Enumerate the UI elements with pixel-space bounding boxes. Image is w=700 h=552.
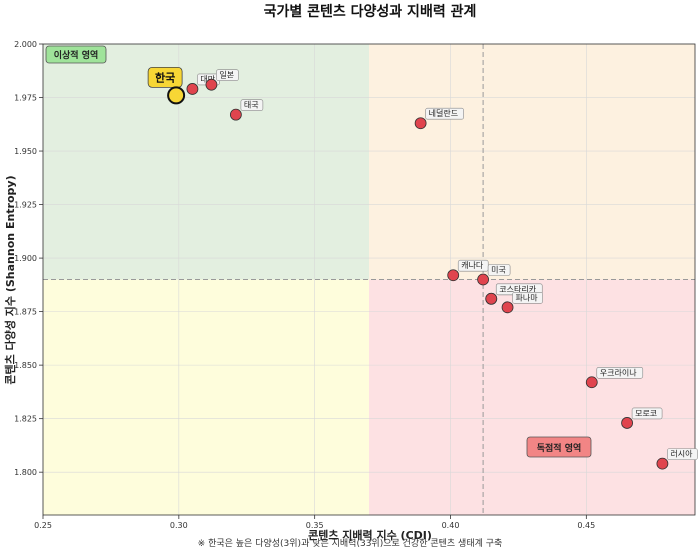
point-label: 네덜란드 — [425, 107, 464, 120]
point-label-box — [512, 292, 543, 304]
y-tick-label: 1.900 — [14, 254, 37, 263]
point-label-box — [667, 448, 698, 460]
chart-caption: ※ 한국은 높은 다양성(3위)과 낮은 지배력(33위)으로 건강한 콘텐츠 … — [198, 537, 503, 549]
y-tick-label: 1.800 — [14, 468, 37, 477]
x-tick-label: 0.35 — [306, 521, 324, 530]
point-label-text: 일본 — [219, 71, 234, 80]
point-label-box — [425, 107, 464, 120]
region-top-right — [369, 44, 695, 280]
data-point — [585, 376, 598, 389]
point-label-text: 파나마 — [516, 293, 539, 302]
point-label-text: 캐나다 — [461, 261, 484, 270]
point-label: 우크라이나 — [596, 366, 644, 379]
monopoly-region-label: 독점적 영역 — [537, 442, 582, 454]
x-tick-label: 0.25 — [34, 521, 52, 530]
data-point — [229, 108, 242, 121]
y-tick-label: 1.925 — [14, 201, 37, 210]
point-label: 파나마 — [512, 292, 543, 304]
y-tick-label: 1.975 — [14, 94, 37, 103]
highlight-label-box — [147, 66, 183, 88]
data-point — [621, 417, 633, 429]
y-tick-label: 1.850 — [14, 361, 37, 370]
point-label-text: 태국 — [244, 101, 259, 110]
ideal-region-badge: 이상적 영역 — [45, 45, 107, 64]
point-label-box — [487, 264, 511, 276]
monopoly-region-badge: 독점적 영역 — [526, 436, 592, 458]
x-tick-label: 0.45 — [577, 521, 595, 530]
data-point — [477, 273, 490, 286]
point-label: 태국 — [240, 99, 264, 111]
point-label-text: 코스타리카 — [499, 285, 536, 294]
data-point — [186, 83, 199, 95]
data-point — [414, 117, 427, 130]
point-label-box — [240, 99, 264, 111]
point-label-text: 모로코 — [635, 409, 657, 418]
chart-title: 국가별 콘텐츠 다양성과 지배력 관계 — [264, 3, 477, 20]
highlight-label-text: 한국 — [155, 70, 175, 84]
y-tick-label: 1.825 — [14, 415, 37, 424]
point-label-text: 우크라이나 — [600, 367, 637, 377]
point-label-text: 네덜란드 — [429, 108, 458, 118]
highlight-label: 한국 — [147, 66, 183, 88]
data-point — [501, 301, 514, 314]
region-bottom-right — [369, 279, 695, 515]
point-label: 코스타리카 — [495, 283, 543, 296]
x-axis-label: 콘텐츠 지배력 지수 (CDI) — [308, 528, 432, 542]
y-tick-label: 1.950 — [14, 147, 37, 156]
point-label-box — [631, 407, 663, 420]
monopoly-region-badge-box — [526, 436, 592, 458]
highlight-point — [167, 86, 186, 105]
point-label-text: 러시아 — [670, 449, 693, 459]
x-tick-label: 0.30 — [170, 521, 188, 530]
ideal-region-badge-box — [45, 45, 107, 64]
point-label-box — [216, 69, 239, 81]
data-point — [485, 292, 498, 305]
point-label: 미국 — [487, 264, 511, 276]
point-label: 캐나다 — [457, 259, 489, 272]
point-label-text: 대만 — [200, 75, 215, 84]
x-tick-label: 0.40 — [442, 521, 460, 530]
point-label: 일본 — [216, 69, 239, 81]
data-point — [205, 78, 218, 91]
plot-frame — [42, 43, 696, 516]
data-point — [447, 269, 460, 282]
point-label-text: 미국 — [491, 266, 506, 275]
plot-area: 0.25 0.30 0.35 0.40 0.45 1.800 1.825 1.850 1.875… — [14, 40, 698, 530]
region-bottom-left — [43, 279, 369, 515]
data-point — [656, 457, 669, 470]
y-tick-label: 2.000 — [14, 40, 37, 49]
point-label: 모로코 — [631, 407, 663, 420]
y-tick-label: 1.875 — [14, 308, 37, 317]
point-label-box — [596, 366, 644, 379]
y-axis-label: 콘텐츠 다양성 지수 (Shannon Entropy) — [3, 175, 17, 384]
point-label: 러시아 — [667, 448, 698, 460]
ideal-region-label: 이상적 영역 — [54, 49, 99, 61]
